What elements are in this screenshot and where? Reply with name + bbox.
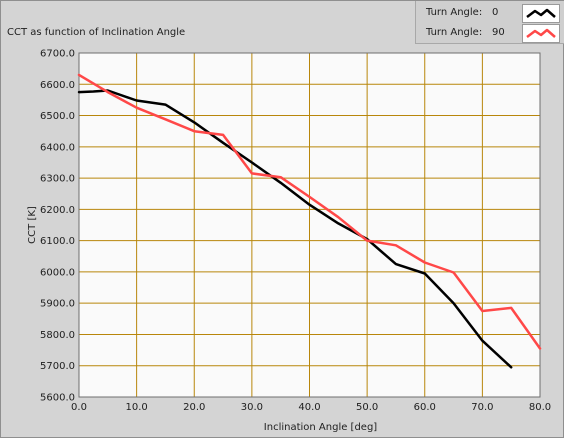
legend-item-value: 90	[492, 27, 505, 38]
legend-item-turn-angle-90[interactable]: Turn Angle: 90	[416, 22, 564, 43]
legend-swatch-red[interactable]	[522, 24, 560, 43]
legend-item-value: 0	[492, 7, 499, 18]
y-tick-label: 5700.0	[40, 361, 75, 372]
y-axis-label: CCT [K]	[27, 206, 38, 244]
x-tick-label: 10.0	[125, 402, 147, 413]
legend-swatch-line-red	[526, 28, 556, 38]
legend-item-turn-angle-0[interactable]: Turn Angle: 0	[416, 2, 564, 23]
y-tick-label: 6200.0	[40, 205, 75, 216]
plot-border	[78, 52, 541, 398]
x-tick-label: 30.0	[241, 402, 263, 413]
y-tick-label: 5900.0	[40, 299, 75, 310]
series-line-turn-angle-0	[77, 89, 513, 369]
y-tick-label: 6500.0	[40, 111, 75, 122]
x-tick-label: 20.0	[183, 402, 205, 413]
y-tick-label: 6400.0	[40, 142, 75, 153]
x-tick-label: 70.0	[471, 402, 493, 413]
x-tick-label: 50.0	[356, 402, 378, 413]
y-tick-label: 6100.0	[40, 236, 75, 247]
x-tick-label: 0.0	[71, 402, 87, 413]
y-tick-label: 6600.0	[40, 80, 75, 91]
y-tick-label: 5800.0	[40, 330, 75, 341]
y-tick-label: 6700.0	[40, 49, 75, 60]
series-line-turn-angle-90	[77, 73, 542, 350]
x-tick-label: 40.0	[298, 402, 320, 413]
legend-item-label: Turn Angle:	[426, 27, 483, 38]
x-axis-label: Inclination Angle [deg]	[264, 422, 378, 433]
y-tick-label: 6300.0	[40, 174, 75, 185]
legend[interactable]: Turn Angle: 0 Turn Angle: 90	[415, 1, 564, 44]
legend-swatch-line-black	[526, 8, 556, 18]
legend-item-label: Turn Angle:	[426, 7, 483, 18]
x-tick-label: 60.0	[414, 402, 436, 413]
chart-title: CCT as function of Inclination Angle	[7, 27, 186, 38]
legend-swatch-black[interactable]	[522, 4, 560, 23]
x-tick-label: 80.0	[529, 402, 551, 413]
y-tick-label: 6000.0	[40, 267, 75, 278]
y-tick-label: 5600.0	[40, 393, 75, 404]
